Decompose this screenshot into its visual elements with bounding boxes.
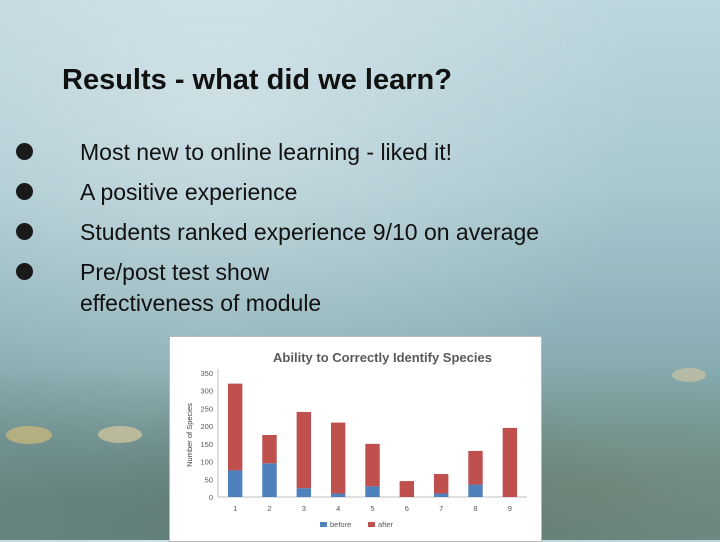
legend-label-after: after <box>378 520 394 529</box>
legend-label-before: before <box>330 520 351 529</box>
chart-title: Ability to Correctly Identify Species <box>273 350 492 365</box>
bar-after <box>502 427 518 497</box>
y-tick-label: 350 <box>200 369 213 378</box>
x-tick-label: 7 <box>439 504 443 513</box>
bar-after <box>227 383 243 471</box>
bullet-text: Pre/post test show <box>80 259 270 285</box>
y-tick-label: 150 <box>200 440 213 449</box>
y-tick-label: 100 <box>200 458 213 467</box>
bar-after <box>296 411 312 489</box>
bar-before <box>262 463 277 497</box>
y-tick-label: 200 <box>200 422 213 431</box>
bullet-text: A positive experience <box>80 179 298 205</box>
bullet-dot-icon <box>16 143 33 160</box>
x-tick-label: 1 <box>233 504 237 513</box>
x-tick-label: 2 <box>267 504 271 513</box>
bar-before <box>365 486 380 497</box>
legend-swatch-before <box>320 522 327 527</box>
bar-after <box>330 422 346 494</box>
chart-svg: Ability to Correctly Identify Species 0 50… <box>185 350 527 529</box>
bullet-text: Students ranked experience 9/10 on avera… <box>80 219 540 245</box>
x-tick-label: 6 <box>405 504 409 513</box>
x-tick-label: 3 <box>302 504 306 513</box>
bar-after <box>262 435 277 464</box>
bar-before <box>468 484 483 497</box>
x-tick-label: 4 <box>336 504 340 513</box>
bullet-continuation: effectiveness of module <box>80 290 322 316</box>
bullet-dot-icon <box>16 183 33 200</box>
bullet-dot-icon <box>16 223 33 240</box>
bullet-item: Most new to online learning - liked it! <box>14 132 539 172</box>
x-tick-label: 8 <box>473 504 477 513</box>
bullet-item: Students ranked experience 9/10 on avera… <box>14 212 539 252</box>
bar-before <box>330 493 346 497</box>
x-tick-label: 9 <box>508 504 512 513</box>
fish-icon <box>672 368 706 382</box>
y-tick-label: 50 <box>205 475 213 484</box>
y-tick-label: 250 <box>200 404 213 413</box>
slide-title: Results - what did we learn? <box>62 64 452 96</box>
fish-icon <box>98 426 142 443</box>
bar-before <box>296 488 312 497</box>
legend-swatch-after <box>368 522 375 527</box>
bullet-item: Pre/post test show effectiveness of modul… <box>14 252 539 320</box>
bullet-list: Most new to online learning - liked it! … <box>14 132 539 320</box>
bar-after <box>399 481 415 497</box>
bar-before <box>433 493 449 497</box>
bullet-dot-icon <box>16 263 33 280</box>
fish-icon <box>6 426 52 444</box>
y-axis-title: Number of Species <box>185 403 194 467</box>
bullet-text: Most new to online learning - liked it! <box>80 139 453 165</box>
bar-after <box>433 473 449 494</box>
bar-before <box>227 470 243 497</box>
bar-after <box>468 450 483 485</box>
bar-after <box>365 443 380 487</box>
species-chart: Ability to Correctly Identify Species 0 50… <box>169 336 542 542</box>
y-tick-label: 300 <box>200 387 213 396</box>
y-tick-label: 0 <box>209 493 213 502</box>
x-tick-label: 5 <box>370 504 374 513</box>
bullet-item: A positive experience <box>14 172 539 212</box>
